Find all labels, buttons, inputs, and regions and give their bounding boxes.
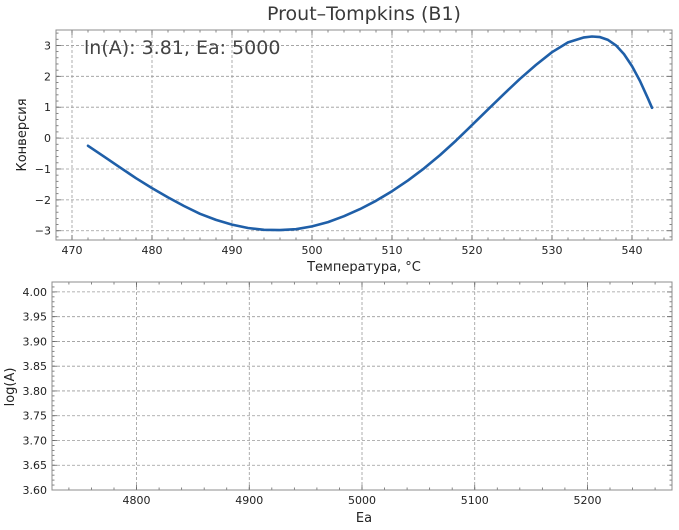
y-tick-label: 2	[44, 70, 51, 83]
parameters-annotation: ln(A): 3.81, Ea: 5000	[84, 37, 280, 59]
y-tick-label: 3	[44, 39, 51, 52]
y-tick-label: 3.60	[23, 484, 48, 497]
x-tick-label: 480	[142, 244, 163, 257]
conversion-curve	[86, 35, 654, 232]
x-tick-label: 520	[462, 244, 483, 257]
x-axis-label-top: Температура, °C	[306, 260, 421, 275]
x-tick-label: 5000	[348, 494, 376, 507]
x-tick-label: 500	[302, 244, 323, 257]
x-tick-label: 4800	[123, 494, 151, 507]
y-tick-label: 0	[44, 132, 51, 145]
x-tick-label: 5200	[573, 494, 601, 507]
x-tick-label: 510	[382, 244, 403, 257]
chart-title: Prout–Tompkins (B1)	[267, 3, 461, 25]
y-tick-label: 1	[44, 101, 51, 114]
y-axis-label-bottom: log(A)	[3, 368, 18, 407]
y-tick-label: 3.80	[23, 385, 48, 398]
y-tick-label: 3.85	[23, 360, 48, 373]
x-axis-label-bottom: Ea	[356, 511, 372, 526]
y-tick-label: −2	[35, 194, 51, 207]
y-tick-label: −3	[35, 225, 51, 238]
x-tick-label: 540	[622, 244, 643, 257]
x-tick-label: 4900	[235, 494, 263, 507]
plot-frame-bottom	[51, 281, 673, 491]
y-tick-label: 3.95	[23, 311, 48, 324]
y-tick-label: 3.65	[23, 459, 48, 472]
y-tick-label: 4.00	[23, 286, 48, 299]
plot-frame-top	[55, 29, 673, 241]
conversion-vs-temperature-plot: 470 480 490 500 510 520 530 540 −3 −2 −1 0 1 2 3 ln(A)…	[15, 29, 673, 275]
loga-vs-ea-plot: 4800 4900 5000 5100 5200 3.60 3.65 3.70 3.75 3.80…	[3, 281, 673, 526]
x-tick-label: 530	[542, 244, 563, 257]
y-tick-label: 3.70	[23, 434, 48, 447]
y-tick-label: 3.90	[23, 335, 48, 348]
x-tick-label: 470	[62, 244, 83, 257]
y-tick-label: −1	[35, 163, 51, 176]
y-tick-label: 3.75	[23, 410, 48, 423]
x-tick-label: 490	[222, 244, 243, 257]
y-axis-label-top: Конверсия	[15, 98, 30, 171]
x-tick-label: 5100	[461, 494, 489, 507]
